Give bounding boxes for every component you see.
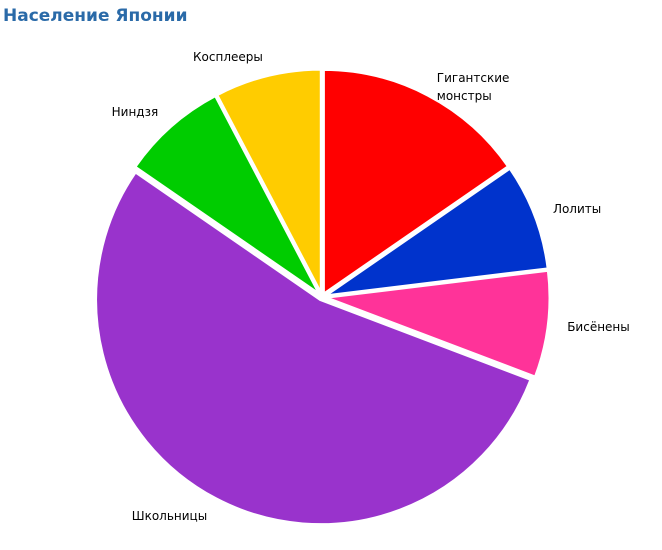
pie-slice <box>94 169 533 527</box>
slice-label: Лолиты <box>552 202 602 217</box>
pie-slice <box>321 67 511 298</box>
pie-slice <box>214 67 323 295</box>
pie-slice <box>323 166 550 298</box>
slice-label: Гигантские монстры <box>436 71 510 104</box>
slice-label: Школьницы <box>131 508 208 523</box>
chart-title: Население Японии <box>3 6 188 26</box>
slice-label: Косплееры <box>193 50 263 65</box>
slice-label: Ниндзя <box>111 105 159 120</box>
pie-slice <box>324 268 552 380</box>
slice-label: Бисёнены <box>567 319 630 334</box>
pie-slice <box>132 93 322 296</box>
